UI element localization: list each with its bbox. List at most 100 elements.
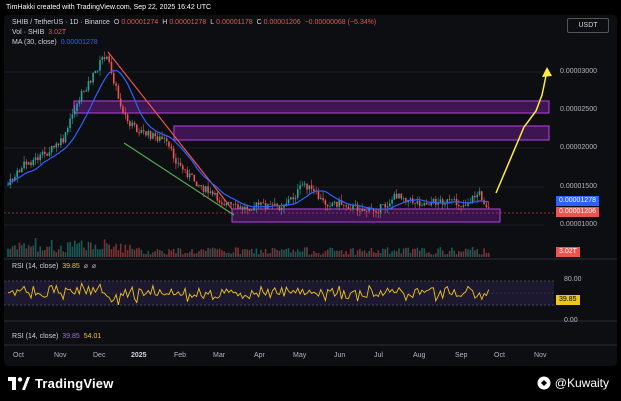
candle-body: [287, 199, 290, 204]
candle-body: [389, 203, 391, 207]
volume-bar: [336, 250, 338, 257]
volume-bar: [485, 252, 488, 257]
volume-badge: 3.02T: [556, 247, 580, 257]
candle-body: [244, 206, 246, 210]
candle-body: [425, 202, 428, 205]
rsi-tick-0: 0.00: [564, 317, 578, 324]
legend-vol-label[interactable]: Vol · SHIB: [12, 29, 45, 36]
candle-body: [361, 209, 363, 212]
handle-text: @Kuwaity: [554, 376, 609, 390]
rsi2-label[interactable]: RSI (14, close): [12, 333, 59, 340]
volume-bar: [147, 250, 150, 257]
candle-body: [64, 132, 67, 143]
candle-body: [44, 151, 46, 155]
projection-arrowhead: [542, 67, 552, 77]
candle-body: [359, 210, 361, 212]
candle-body: [274, 203, 276, 206]
candle-body: [326, 204, 329, 207]
candle-body: [421, 205, 423, 206]
volume-bar: [195, 253, 198, 257]
gear-icon[interactable]: ⌀: [91, 263, 97, 270]
candle-body: [83, 91, 85, 92]
candle-body: [306, 183, 308, 190]
volume-bar: [101, 248, 104, 257]
time-tick: Feb: [174, 352, 187, 359]
volume-bar: [441, 250, 444, 257]
legend-close: 0.00001206: [263, 19, 301, 26]
volume-bar: [310, 254, 313, 257]
eye-icon[interactable]: ⌀: [83, 263, 88, 270]
volume-bar: [421, 247, 423, 257]
candle-body: [382, 204, 384, 205]
volume-bar: [188, 251, 191, 257]
volume-bar: [375, 252, 377, 257]
candle-body: [352, 204, 354, 210]
candle-body: [230, 202, 232, 205]
volume-bar: [119, 243, 122, 257]
currency-button[interactable]: USDT: [567, 18, 609, 33]
candle-body: [184, 169, 186, 171]
volume-bar: [469, 249, 472, 257]
volume-bar: [221, 250, 223, 257]
candle-body: [193, 174, 196, 182]
candle-body: [446, 199, 449, 204]
volume-bar: [85, 250, 87, 257]
last-price-badge: 0.00001278: [556, 196, 599, 206]
candle-body: [241, 206, 244, 210]
candle-body: [375, 211, 377, 213]
volume-bar: [347, 254, 350, 257]
tradingview-brand[interactable]: TradingView: [8, 374, 114, 392]
volume-bar: [83, 247, 85, 257]
candle-body: [308, 185, 311, 190]
volume-bar: [260, 249, 262, 257]
candle-body: [154, 133, 156, 137]
candle-body: [106, 56, 108, 60]
volume-bar: [216, 249, 219, 257]
volume-bar: [343, 253, 345, 257]
candle-body: [191, 173, 193, 175]
legend-symbol[interactable]: SHIB / TetherUS · 1D · Binance: [12, 19, 110, 26]
candle-body: [283, 205, 285, 208]
volume-bar: [294, 251, 297, 257]
price-tick: 0.00001000: [560, 221, 597, 228]
candle-body: [476, 194, 478, 198]
candle-body: [138, 132, 140, 134]
volume-bar: [23, 243, 25, 257]
candle-body: [430, 202, 432, 206]
candle-body: [53, 145, 55, 148]
candle-body: [147, 130, 150, 136]
volume-bar: [48, 246, 51, 257]
candle-body: [11, 178, 14, 181]
volume-bar: [207, 247, 209, 257]
volume-bar: [115, 243, 117, 257]
volume-bar: [278, 250, 281, 257]
volume-bar: [117, 250, 120, 257]
resistance-zone-mid: [173, 125, 550, 141]
volume-bar: [283, 249, 285, 257]
candle-body: [467, 202, 469, 206]
volume-bar: [306, 247, 308, 257]
volume-bar: [154, 251, 156, 257]
candle-body: [110, 61, 113, 74]
volume-bar: [366, 253, 368, 257]
volume-bar: [122, 252, 124, 257]
volume-bar: [170, 250, 173, 257]
volume-bar: [124, 244, 127, 257]
volume-bar: [264, 248, 267, 257]
candle-body: [218, 200, 221, 203]
chart-panel[interactable]: SHIB / TetherUS · 1D · Binance O 0.000012…: [4, 15, 617, 366]
legend-ma-label[interactable]: MA (30, close): [12, 39, 57, 46]
price-chart-canvas[interactable]: [4, 15, 617, 366]
volume-bar: [230, 253, 232, 257]
candle-body: [485, 204, 488, 208]
candle-body: [324, 200, 327, 205]
volume-bar: [464, 248, 467, 257]
candle-body: [37, 157, 39, 161]
candle-body: [175, 158, 177, 164]
volume-bar: [462, 251, 465, 257]
candle-body: [69, 118, 71, 129]
rsi-label[interactable]: RSI (14, close): [12, 263, 59, 270]
price-grid: [4, 71, 544, 226]
candle-body: [347, 206, 350, 209]
volume-bar: [71, 246, 74, 257]
